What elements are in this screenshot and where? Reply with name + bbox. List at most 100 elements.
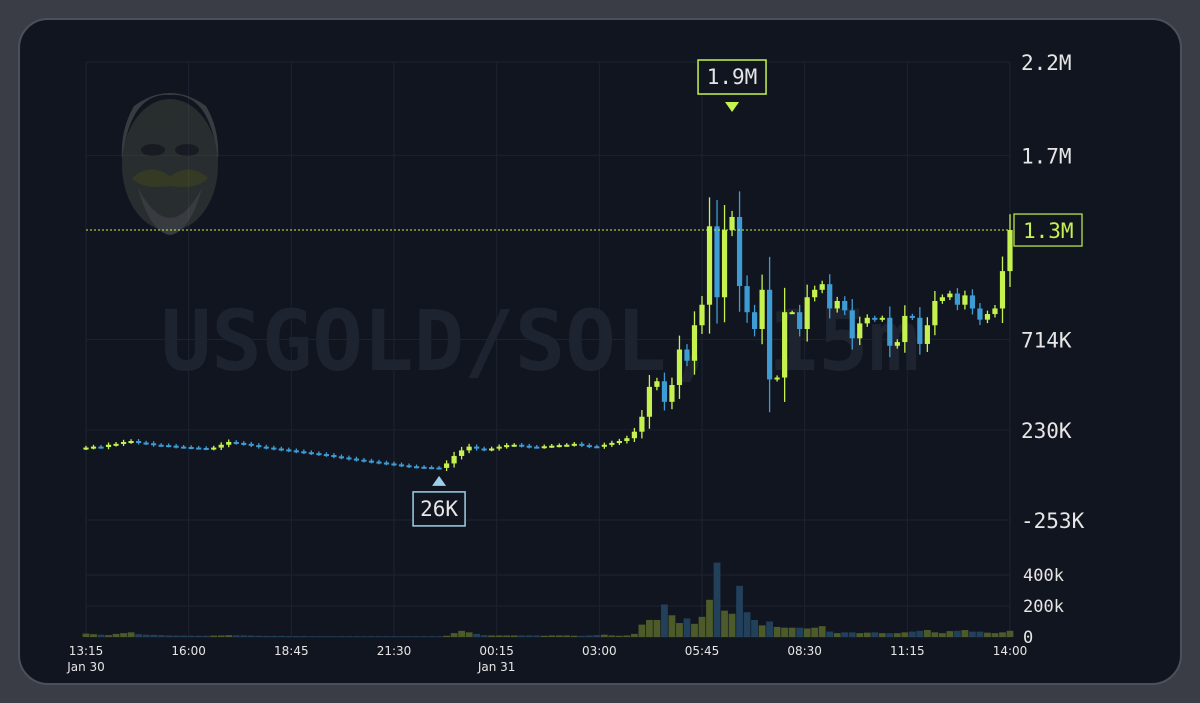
candle-body bbox=[879, 317, 885, 320]
volume-bar bbox=[653, 619, 661, 637]
volume-bar bbox=[555, 635, 563, 637]
volume-bar bbox=[826, 631, 834, 637]
candle-body bbox=[969, 295, 976, 309]
candle-body bbox=[812, 289, 818, 298]
volume-bar bbox=[465, 632, 473, 637]
volume-tick-label: 0 bbox=[1023, 628, 1033, 648]
candle-body bbox=[751, 312, 758, 329]
volume-bar bbox=[578, 635, 586, 637]
volume-bar bbox=[901, 632, 909, 637]
volume-bar bbox=[360, 636, 368, 637]
volume-bars bbox=[82, 562, 1014, 637]
candle-body bbox=[481, 448, 487, 451]
volume-bar bbox=[856, 633, 864, 637]
volume-bar bbox=[90, 634, 97, 637]
candle-body bbox=[646, 386, 653, 417]
volume-bar bbox=[322, 636, 330, 637]
chart-card: USGOLD/SOL, 15m 1.9M 26K 2.2M 1.7M 714K 230K… bbox=[18, 18, 1182, 685]
volume-bar bbox=[187, 635, 195, 637]
time-tick-label: 14:00 bbox=[993, 644, 1028, 658]
candle-body bbox=[691, 325, 698, 361]
candle-body bbox=[842, 300, 848, 311]
candle-body bbox=[789, 312, 795, 315]
candle-body bbox=[323, 454, 329, 457]
candle-body bbox=[166, 445, 172, 448]
volume-bar bbox=[127, 632, 135, 637]
volume-bar bbox=[585, 635, 593, 637]
volume-bar bbox=[458, 630, 466, 637]
volume-bar bbox=[728, 613, 736, 637]
volume-bar bbox=[600, 634, 608, 637]
volume-bar bbox=[232, 635, 240, 637]
candle-body bbox=[902, 315, 908, 343]
volume-bar bbox=[135, 634, 142, 637]
volume-bar bbox=[428, 636, 435, 637]
volume-tick-label: 200k bbox=[1023, 597, 1064, 617]
volume-bar bbox=[1006, 630, 1014, 637]
volume-bar bbox=[923, 630, 931, 637]
candle-body bbox=[346, 457, 352, 460]
volume-bar bbox=[443, 635, 450, 637]
candle-body bbox=[579, 443, 585, 446]
candle-body bbox=[181, 446, 187, 449]
volume-bar bbox=[473, 633, 481, 637]
candle-body bbox=[917, 317, 923, 344]
candle-body bbox=[834, 300, 840, 309]
candle-body bbox=[714, 226, 720, 298]
candle-body bbox=[83, 447, 89, 450]
candle-body bbox=[361, 459, 367, 462]
candle-body bbox=[954, 293, 961, 305]
volume-bar bbox=[863, 632, 871, 637]
candle-body bbox=[939, 297, 945, 301]
volume-bar bbox=[773, 626, 781, 637]
volume-bar bbox=[390, 636, 398, 637]
candle-body bbox=[661, 381, 668, 402]
candle-body bbox=[218, 444, 224, 448]
volume-bar bbox=[165, 635, 173, 637]
candle-body bbox=[804, 297, 810, 329]
volume-bar bbox=[105, 635, 112, 637]
candle-body bbox=[120, 441, 127, 444]
candle-body bbox=[301, 451, 307, 454]
candle-body bbox=[158, 444, 164, 447]
volume-bar bbox=[938, 633, 946, 637]
candle-body bbox=[451, 455, 457, 464]
volume-bar bbox=[353, 636, 360, 637]
volume-bar bbox=[721, 610, 728, 637]
candle-body bbox=[909, 315, 915, 318]
volume-bar bbox=[307, 636, 315, 637]
candle-body bbox=[256, 445, 262, 448]
candle-body bbox=[474, 446, 480, 449]
volume-bar bbox=[383, 636, 390, 637]
volume-bar bbox=[120, 633, 127, 637]
volume-bar bbox=[142, 634, 150, 637]
candle-body bbox=[962, 295, 968, 305]
volume-bar bbox=[510, 635, 518, 637]
candle-body bbox=[376, 461, 382, 464]
volume-bar bbox=[435, 636, 443, 637]
volume-bar bbox=[262, 635, 270, 637]
volume-bar bbox=[255, 635, 263, 637]
volume-bar bbox=[518, 635, 526, 637]
axes: 2.2M 1.7M 714K 230K -253K 1.3M 400k 200k 0 13:15 J… bbox=[66, 51, 1084, 674]
candle-body bbox=[338, 456, 345, 459]
candle-body bbox=[489, 448, 495, 451]
candle-body bbox=[241, 442, 247, 445]
volume-bar bbox=[202, 635, 210, 637]
high-marker-arrow bbox=[725, 102, 740, 113]
candle-body bbox=[571, 443, 577, 446]
candle-body bbox=[459, 450, 465, 456]
candle-body bbox=[203, 447, 209, 450]
candlestick-chart: USGOLD/SOL, 15m 1.9M 26K 2.2M 1.7M 714K 230K… bbox=[66, 51, 1084, 674]
candle-body bbox=[398, 464, 405, 467]
volume-bar bbox=[368, 636, 375, 637]
candle-body bbox=[316, 453, 322, 456]
volume-bar bbox=[976, 631, 984, 637]
volume-bar bbox=[818, 626, 826, 637]
candle-body bbox=[128, 441, 134, 444]
candle-body bbox=[819, 284, 825, 290]
time-tick-label: 13:15 bbox=[69, 644, 104, 658]
candle-body bbox=[151, 443, 157, 446]
volume-bar bbox=[345, 636, 353, 637]
candle-body bbox=[504, 445, 510, 448]
